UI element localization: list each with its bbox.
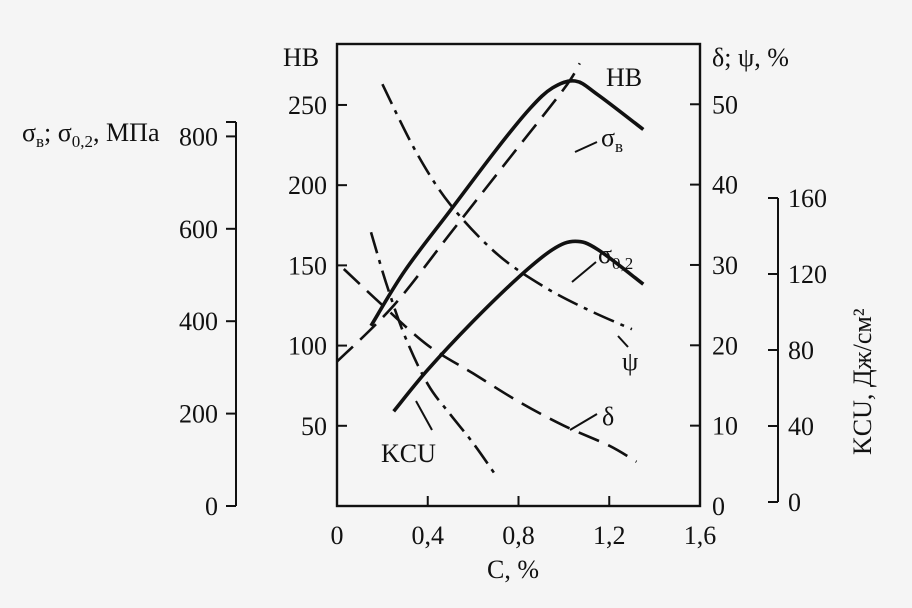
series-line-psi xyxy=(381,83,633,331)
x-tick-label: 0,4 xyxy=(412,521,445,550)
percent-axis-title: δ; ψ, % xyxy=(712,43,789,72)
sigma-axis-title: σв; σ0,2, МПа xyxy=(22,118,160,151)
label-sigma-b-sub: в xyxy=(615,137,623,156)
percent-tick-label: 20 xyxy=(712,331,738,360)
label-sigma-02-sub: 0,2 xyxy=(612,254,633,273)
label-hb: HB xyxy=(606,63,642,92)
sigma-axis-title-part: , МПа xyxy=(93,118,160,147)
label-sigma-b-main: σ xyxy=(601,123,615,152)
sigma-tick-label: 600 xyxy=(179,215,218,244)
x-axis-title: C, % xyxy=(487,555,539,584)
label-psi: ψ xyxy=(622,347,638,376)
leader-sigma-b xyxy=(574,141,598,153)
series-line-sigma-b xyxy=(369,78,645,327)
series-line-delta xyxy=(342,268,638,463)
hb-axis-title: HB xyxy=(283,43,319,72)
sigma-axis-title-part: ; σ xyxy=(44,118,72,147)
label-sigma-02: σ0,2 xyxy=(598,240,633,273)
label-kcu: KCU xyxy=(381,439,436,468)
label-sigma-02-main: σ xyxy=(598,240,612,269)
series-layer xyxy=(336,62,645,477)
hb-tick-label: 200 xyxy=(288,171,327,200)
leader-psi xyxy=(617,335,629,348)
sigma-axis-title-part: σ xyxy=(22,118,36,147)
label-delta: δ xyxy=(602,402,614,431)
ticks-layer: 0 0,4 0,8 1,2 1,6 50 100 150 200 250 0 10 20 30 40 50 0 2… xyxy=(179,90,827,550)
series-line-sigma-02 xyxy=(392,239,645,413)
sigma-tick-label: 400 xyxy=(179,307,218,336)
sigma-tick-label: 800 xyxy=(179,122,218,151)
label-sigma-b: σв xyxy=(601,123,623,156)
series-line-hb xyxy=(336,62,581,363)
sigma-axis-title-sub: 0,2 xyxy=(72,132,93,151)
x-tick-label: 0 xyxy=(331,521,344,550)
hb-tick-label: 150 xyxy=(288,251,327,280)
percent-tick-label: 50 xyxy=(712,90,738,119)
kcu-axis-title: KCU, Дж/см² xyxy=(848,308,877,455)
percent-tick-label: 10 xyxy=(712,412,738,441)
sigma-tick-label: 200 xyxy=(179,400,218,429)
x-tick-label: 0,8 xyxy=(502,521,535,550)
hb-tick-label: 250 xyxy=(288,91,327,120)
x-tick-label: 1,2 xyxy=(593,521,626,550)
kcu-tick-label: 40 xyxy=(788,412,814,441)
percent-tick-label: 40 xyxy=(712,171,738,200)
hb-tick-label: 100 xyxy=(288,332,327,361)
kcu-tick-label: 80 xyxy=(788,336,814,365)
leader-sigma-02 xyxy=(571,261,597,283)
percent-tick-label: 0 xyxy=(712,492,725,521)
hb-tick-label: 50 xyxy=(301,412,327,441)
leader-delta xyxy=(569,413,598,431)
leader-kcu xyxy=(415,400,433,431)
kcu-tick-label: 120 xyxy=(788,260,827,289)
percent-tick-label: 30 xyxy=(712,251,738,280)
sigma-tick-label: 0 xyxy=(205,492,218,521)
series-line-kcu xyxy=(369,231,497,477)
sigma-axis-title-sub: в xyxy=(36,132,44,151)
kcu-tick-label: 160 xyxy=(788,184,827,213)
x-tick-label: 1,6 xyxy=(684,521,717,550)
kcu-tick-label: 0 xyxy=(788,488,801,517)
